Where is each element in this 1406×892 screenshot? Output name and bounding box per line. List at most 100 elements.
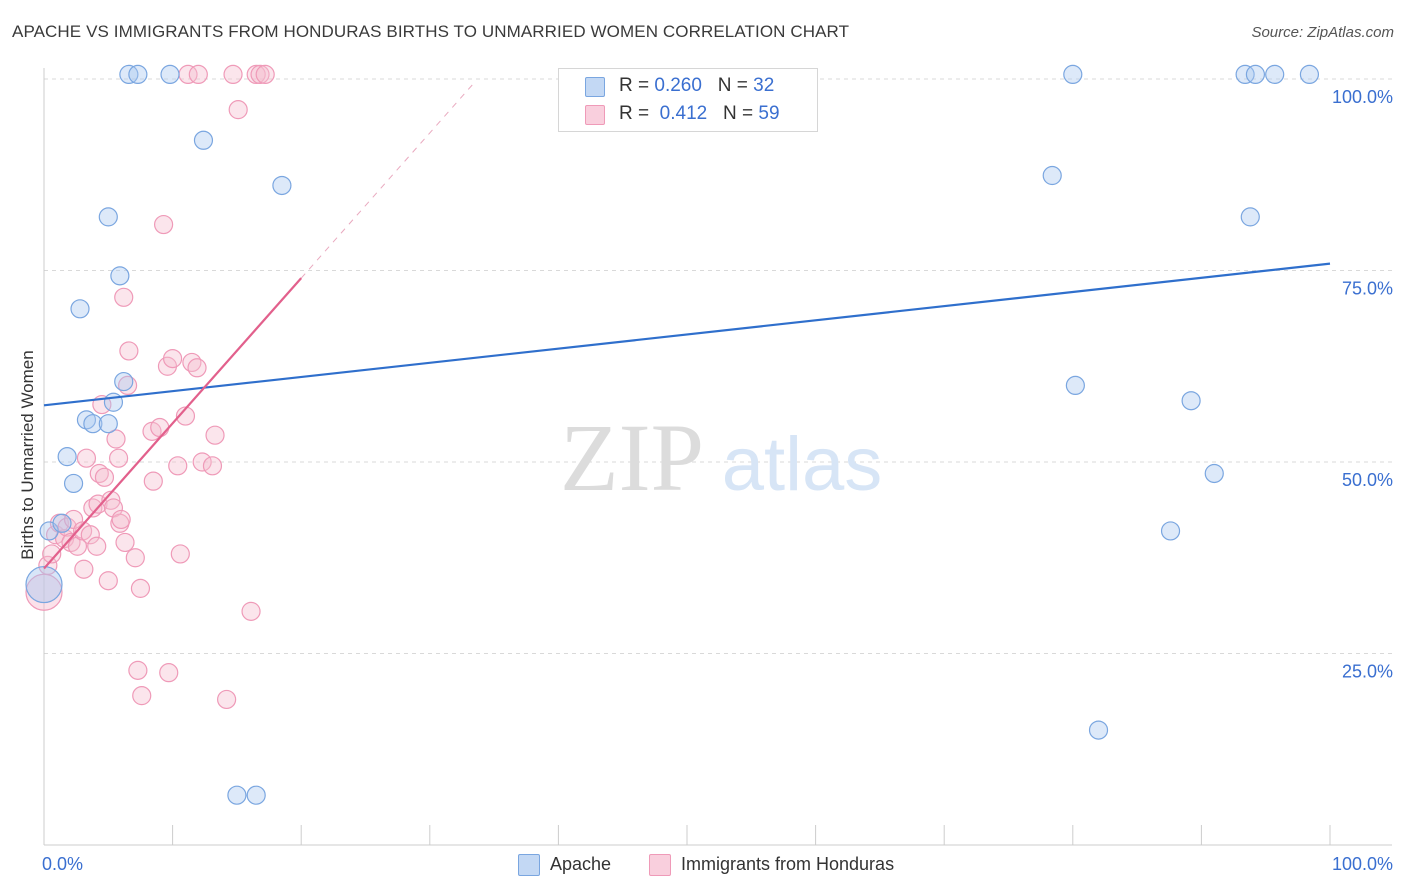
honduras-point-2 xyxy=(42,544,62,564)
honduras-point-43 xyxy=(170,544,190,564)
tick-labels: 25.0% 50.0% 75.0% 100.0% 0.0% 100.0% xyxy=(42,87,1393,874)
honduras-point-52 xyxy=(217,689,237,710)
apache-point-31 xyxy=(1299,64,1320,85)
honduras-point-17 xyxy=(89,463,109,484)
apache-point-19 xyxy=(272,175,292,196)
apache-point-12 xyxy=(114,371,134,392)
honduras-point-57 xyxy=(250,64,270,85)
axes xyxy=(43,68,1392,846)
honduras-point-58 xyxy=(255,64,275,85)
grid-lines xyxy=(44,78,1392,654)
legend-bottom-label-honduras: Immigrants from Honduras xyxy=(681,854,895,874)
apache-point-5 xyxy=(70,299,90,319)
honduras-trend-extension xyxy=(300,81,476,279)
apache-point-14 xyxy=(128,64,148,85)
honduras-point-12 xyxy=(76,448,97,468)
apache-point-28 xyxy=(1240,207,1260,227)
apache-point-21 xyxy=(1063,64,1083,85)
apache-point-24 xyxy=(1160,521,1181,541)
apache-point-23 xyxy=(1088,720,1109,740)
series-honduras-points xyxy=(25,64,275,710)
legend-bottom-label-apache: Apache xyxy=(550,854,612,874)
y-tick-label-1: 50.0% xyxy=(1342,470,1393,490)
honduras-point-20 xyxy=(98,571,118,591)
apache-point-15 xyxy=(160,64,180,85)
honduras-point-32 xyxy=(128,660,148,680)
honduras-point-9 xyxy=(67,536,88,556)
apache-point-18 xyxy=(246,785,266,805)
apache-point-2 xyxy=(52,513,72,533)
y-tick-label-0: 25.0% xyxy=(1342,662,1393,682)
legend-bottom-swatch-honduras xyxy=(649,854,671,876)
apache-point-3 xyxy=(57,447,77,467)
apache-point-20 xyxy=(1042,165,1062,186)
honduras-point-13 xyxy=(80,525,100,545)
apache-point-27 xyxy=(1235,64,1255,85)
honduras-point-50 xyxy=(202,456,223,476)
legend-bottom: Apache Immigrants from Honduras xyxy=(0,852,1406,878)
legend-stats-honduras: R = 0.412 N = 59 xyxy=(619,103,780,124)
legend-swatch-honduras xyxy=(585,105,605,125)
honduras-point-53 xyxy=(223,64,243,85)
honduras-trend-line xyxy=(43,277,303,570)
apache-point-0 xyxy=(25,565,63,604)
honduras-point-46 xyxy=(182,352,202,373)
honduras-point-0 xyxy=(25,573,63,611)
apache-point-30 xyxy=(1265,64,1285,85)
x-tick-label-1: 100.0% xyxy=(1332,854,1393,874)
honduras-point-36 xyxy=(143,471,163,491)
honduras-point-24 xyxy=(108,448,129,468)
honduras-point-31 xyxy=(125,548,145,568)
honduras-point-41 xyxy=(163,348,183,369)
y-axis-label: Births to Unmarried Women xyxy=(18,350,37,560)
honduras-point-38 xyxy=(153,214,174,235)
watermark: ZIP atlas xyxy=(560,404,882,511)
honduras-point-48 xyxy=(188,64,208,85)
apache-point-8 xyxy=(98,414,118,434)
honduras-point-23 xyxy=(106,429,126,449)
honduras-point-11 xyxy=(74,559,94,579)
apache-trend-line xyxy=(43,262,1331,407)
apache-point-11 xyxy=(110,266,130,286)
y-tick-label-2: 75.0% xyxy=(1342,279,1393,299)
honduras-point-30 xyxy=(119,341,139,361)
apache-point-25 xyxy=(1181,391,1201,411)
apache-point-26 xyxy=(1204,463,1224,484)
x-tick-label-0: 0.0% xyxy=(42,854,83,874)
honduras-point-51 xyxy=(205,425,225,445)
honduras-point-42 xyxy=(168,456,188,476)
honduras-point-40 xyxy=(159,663,179,683)
legend-swatch-apache xyxy=(585,77,605,97)
honduras-point-16 xyxy=(88,494,108,514)
honduras-point-29 xyxy=(117,375,138,395)
watermark-atlas: atlas xyxy=(722,422,883,507)
honduras-point-6 xyxy=(57,517,77,537)
honduras-point-15 xyxy=(87,536,107,556)
apache-point-22 xyxy=(1065,375,1085,395)
honduras-point-44 xyxy=(175,406,196,426)
apache-point-17 xyxy=(227,785,247,805)
honduras-point-34 xyxy=(132,686,152,706)
honduras-point-37 xyxy=(150,417,170,438)
chart-title: APACHE VS IMMIGRANTS FROM HONDURAS BIRTH… xyxy=(12,22,850,41)
honduras-point-21 xyxy=(101,490,121,510)
honduras-point-49 xyxy=(192,452,212,472)
honduras-point-14 xyxy=(83,498,103,518)
honduras-point-28 xyxy=(115,532,135,553)
honduras-point-33 xyxy=(130,578,151,598)
honduras-point-55 xyxy=(241,601,261,621)
apache-point-9 xyxy=(98,207,118,227)
legend-bottom-swatch-apache xyxy=(518,854,540,876)
watermark-zip: ZIP xyxy=(560,404,704,511)
legend-top: R = 0.260 N = 32 R = 0.412 N = 59 xyxy=(558,68,818,132)
apache-point-16 xyxy=(193,130,214,150)
honduras-point-47 xyxy=(187,358,207,378)
honduras-point-19 xyxy=(94,467,115,487)
apache-point-4 xyxy=(63,473,84,494)
honduras-point-54 xyxy=(228,100,248,120)
honduras-point-26 xyxy=(111,509,131,530)
honduras-point-27 xyxy=(114,287,134,307)
chart-source: Source: ZipAtlas.com xyxy=(1251,24,1394,41)
trend-lines xyxy=(43,81,1331,570)
